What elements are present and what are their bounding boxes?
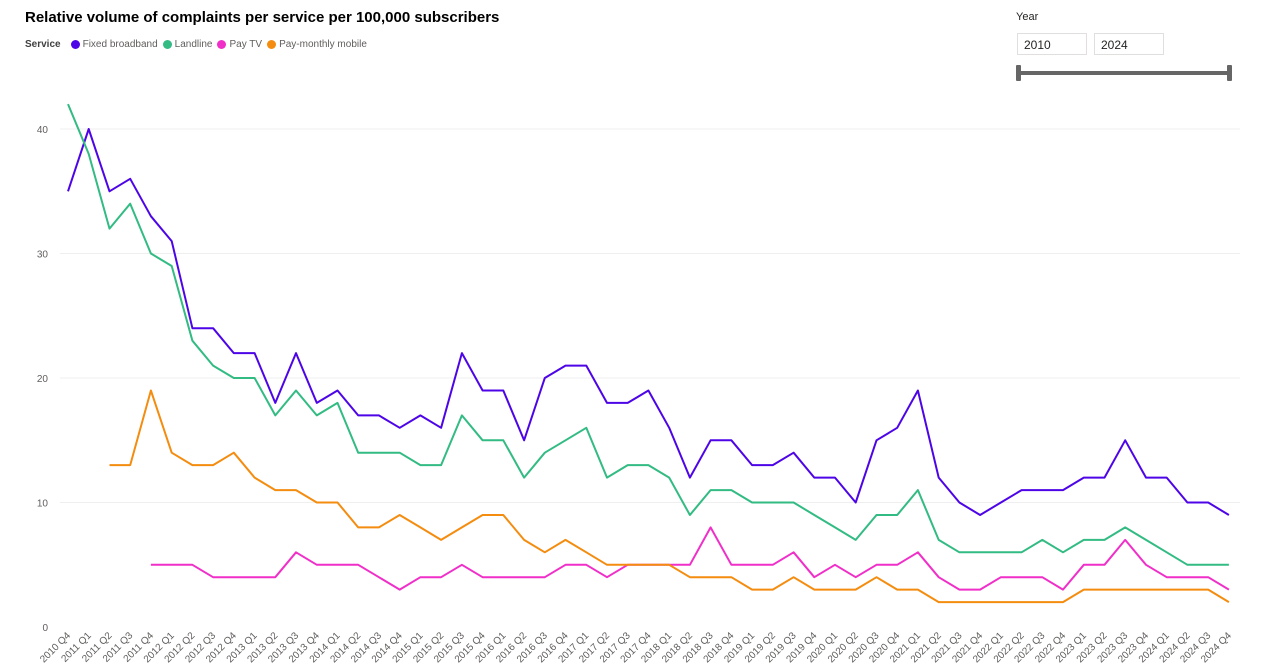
year-end-input[interactable]: 2024 xyxy=(1094,33,1164,55)
legend-label-fixed-broadband: Fixed broadband xyxy=(82,39,158,50)
y-tick-label: 0 xyxy=(42,623,48,634)
legend-item-landline[interactable]: Landline xyxy=(162,39,213,50)
chart-title: Relative volume of complaints per servic… xyxy=(25,9,500,26)
legend-label-pay-tv: Pay TV xyxy=(229,39,263,50)
series-line-landline[interactable] xyxy=(67,103,1229,566)
y-tick-label: 40 xyxy=(37,125,49,136)
series-lines xyxy=(67,103,1230,604)
legend-dot-fixed-broadband xyxy=(70,40,80,49)
legend-item-pay-monthly-mobile[interactable]: Pay-monthly mobile xyxy=(267,39,367,50)
y-tick-label: 30 xyxy=(37,250,49,261)
year-slider-end-handle[interactable] xyxy=(1227,65,1232,81)
y-axis: 0 10 20 30 40 xyxy=(37,125,49,634)
series-line-pay-tv[interactable] xyxy=(150,526,1230,591)
y-tick-label: 20 xyxy=(37,374,49,385)
legend-label-landline: Landline xyxy=(174,39,213,50)
year-slicer: Year 2010 2024 xyxy=(1016,11,1236,86)
year-slider-start-handle[interactable] xyxy=(1016,65,1021,81)
legend-dot-pay-monthly-mobile xyxy=(267,40,277,49)
legend-item-fixed-broadband[interactable]: Fixed broadband xyxy=(70,39,158,50)
legend-label-pay-monthly-mobile: Pay-monthly mobile xyxy=(279,39,367,50)
year-slicer-label: Year xyxy=(1016,11,1039,23)
gridlines xyxy=(60,128,1240,503)
year-start-input[interactable]: 2010 xyxy=(1017,33,1087,55)
legend-dot-landline xyxy=(162,40,172,49)
y-tick-label: 10 xyxy=(37,499,49,510)
legend-title: Service xyxy=(25,39,61,50)
year-slider-track[interactable] xyxy=(1018,71,1230,75)
legend-dot-pay-tv xyxy=(217,40,227,49)
series-line-pay-monthly-mobile[interactable] xyxy=(109,389,1230,604)
legend-item-pay-tv[interactable]: Pay TV xyxy=(217,39,262,50)
legend: Service Fixed broadband Landline Pay TV … xyxy=(25,39,372,50)
series-line-fixed-broadband[interactable] xyxy=(67,128,1230,516)
